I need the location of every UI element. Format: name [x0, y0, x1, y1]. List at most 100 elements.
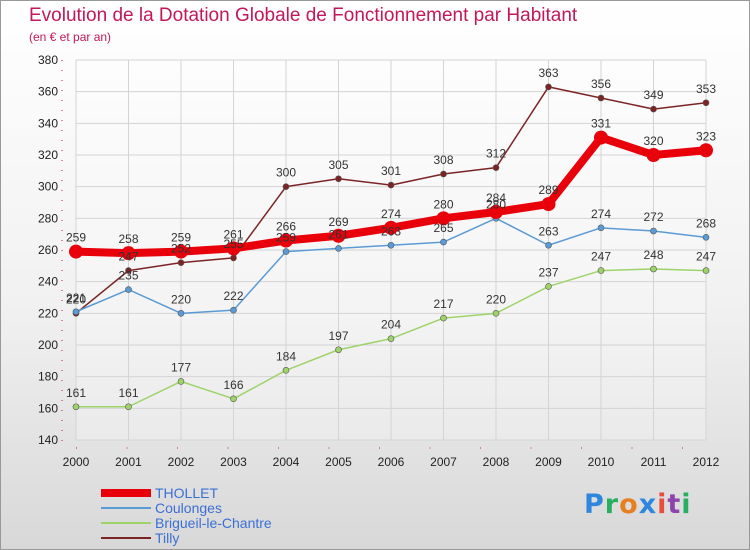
- data-label: 363: [538, 66, 558, 80]
- data-label: 184: [276, 349, 296, 363]
- data-point: [594, 130, 608, 145]
- data-label: 265: [433, 221, 453, 235]
- data-point: [125, 403, 132, 411]
- data-label: 235: [118, 269, 138, 283]
- y-tick-label: 280: [38, 211, 58, 225]
- data-label: 161: [118, 386, 138, 400]
- data-label: 280: [433, 197, 453, 211]
- data-label: 263: [538, 224, 558, 238]
- data-label: 268: [696, 216, 716, 230]
- data-label: 305: [328, 158, 348, 172]
- data-point: [125, 286, 132, 293]
- data-point: [650, 227, 657, 235]
- data-point: [174, 244, 188, 259]
- x-tick-label: 2006: [378, 455, 405, 469]
- data-label: 204: [381, 318, 401, 332]
- data-label: 247: [118, 250, 138, 264]
- data-point: [699, 143, 713, 158]
- y-tick-label: 200: [38, 338, 58, 352]
- data-label: 255: [223, 237, 243, 251]
- data-point: [282, 367, 290, 374]
- y-tick-label: 160: [38, 401, 58, 415]
- data-point: [177, 310, 185, 317]
- data-point: [384, 220, 398, 235]
- data-label: 323: [696, 129, 716, 143]
- y-tick-label: 360: [38, 85, 58, 99]
- data-label: 261: [328, 227, 348, 241]
- data-label: 356: [591, 77, 611, 91]
- data-point: [72, 403, 80, 411]
- proxiti-logo: Proxiti: [584, 489, 692, 520]
- data-label: 177: [171, 360, 191, 374]
- data-point: [650, 105, 657, 113]
- data-point: [492, 310, 500, 317]
- data-label: 252: [171, 242, 191, 256]
- legend-label: Tilly: [155, 530, 179, 546]
- data-point: [489, 205, 503, 219]
- y-tick-label: 180: [38, 370, 58, 384]
- data-label: 353: [696, 82, 716, 96]
- data-point: [597, 224, 605, 232]
- data-point: [650, 265, 657, 273]
- x-tick-label: 2003: [220, 455, 247, 469]
- data-point: [646, 148, 661, 162]
- data-point: [331, 228, 346, 243]
- legend-label: THOLLET: [155, 485, 218, 501]
- x-tick-label: 2004: [273, 455, 300, 469]
- data-point: [72, 308, 80, 316]
- data-point: [121, 246, 136, 261]
- data-point: [177, 378, 185, 385]
- data-point: [282, 248, 290, 255]
- data-point: [541, 197, 556, 212]
- data-point: [387, 181, 395, 189]
- data-point: [69, 244, 83, 259]
- data-label: 220: [171, 292, 191, 306]
- legend-label: Coulonges: [155, 500, 222, 516]
- data-label: 237: [538, 265, 558, 279]
- data-point: [545, 83, 552, 91]
- data-label: 166: [223, 378, 243, 392]
- data-label: 320: [643, 134, 663, 148]
- x-tick-label: 2001: [115, 455, 142, 469]
- chart-title: Evolution de la Dotation Globale de Fonc…: [29, 5, 578, 26]
- data-label: 259: [66, 231, 86, 245]
- data-point: [702, 234, 710, 241]
- data-point: [282, 183, 290, 190]
- data-label: 274: [591, 207, 611, 221]
- data-label: 284: [486, 191, 506, 205]
- data-label: 269: [328, 215, 348, 229]
- x-tick-label: 2009: [535, 455, 562, 469]
- y-tick-label: 260: [38, 243, 58, 257]
- data-point: [545, 283, 552, 290]
- x-tick-label: 2008: [483, 455, 510, 469]
- data-point: [440, 238, 447, 246]
- chart-subtitle: (en € et par an): [29, 30, 112, 44]
- data-label: 220: [66, 292, 86, 306]
- data-point: [279, 233, 293, 248]
- data-label: 220: [486, 292, 506, 306]
- data-label: 266: [276, 220, 296, 234]
- data-label: 217: [433, 297, 453, 311]
- data-point: [335, 245, 342, 252]
- data-point: [440, 314, 447, 322]
- data-point: [545, 241, 552, 249]
- data-label: 312: [486, 147, 506, 161]
- y-tick-label: 140: [38, 433, 58, 447]
- data-point: [226, 241, 241, 256]
- data-point: [177, 259, 185, 266]
- data-label: 258: [118, 232, 138, 246]
- data-point: [597, 94, 605, 102]
- data-label: 300: [276, 166, 296, 180]
- y-tick-label: 340: [38, 116, 58, 130]
- data-point: [702, 99, 710, 107]
- data-label: 331: [591, 117, 611, 131]
- data-label: 280: [486, 197, 506, 211]
- data-point: [387, 241, 395, 249]
- data-point: [230, 254, 237, 262]
- data-point: [440, 170, 447, 178]
- x-tick-label: 2007: [430, 455, 457, 469]
- data-label: 308: [433, 153, 453, 167]
- data-label: 221: [66, 291, 86, 305]
